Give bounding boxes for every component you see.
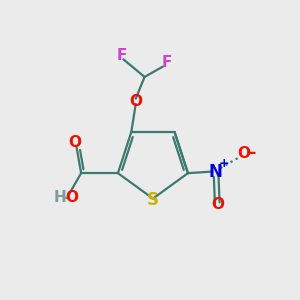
Text: O: O [65, 190, 78, 205]
Text: S: S [147, 191, 159, 209]
Text: H: H [53, 190, 66, 205]
Text: O: O [129, 94, 142, 109]
Text: +: + [219, 157, 230, 170]
Text: -: - [249, 144, 257, 162]
Text: O: O [69, 134, 82, 149]
Text: F: F [117, 48, 127, 63]
Text: O: O [238, 146, 251, 161]
Text: F: F [161, 55, 172, 70]
Text: N: N [209, 163, 223, 181]
Text: -: - [62, 189, 69, 207]
Text: O: O [211, 196, 224, 211]
